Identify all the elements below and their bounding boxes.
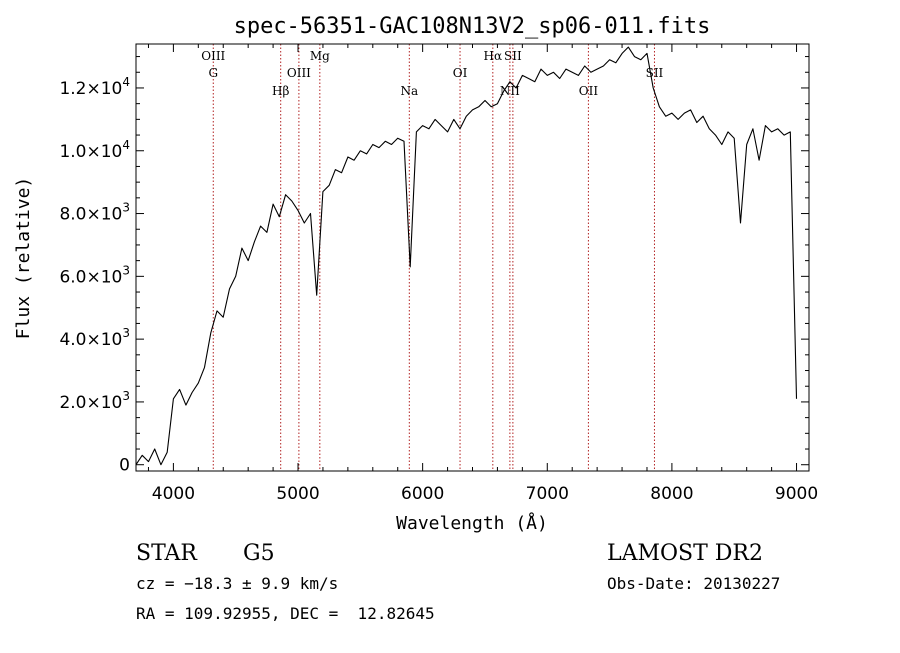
x-tick-label: 8000	[650, 484, 693, 504]
y-tick-mantissa: 6.0×10	[59, 267, 122, 287]
plot-frame	[135, 43, 810, 472]
y-tick-exponent: 3	[122, 326, 130, 340]
y-tick-mantissa: 1.0×10	[59, 142, 122, 162]
survey-name: LAMOST DR2	[607, 541, 763, 566]
x-tick-label: 9000	[775, 484, 818, 504]
x-axis-ticks: 4000 5000 6000 7000 8000 9000	[147, 44, 818, 504]
marker-label: OI	[453, 66, 468, 80]
y-axis-label: Flux (relative)	[13, 177, 34, 340]
y-tick-label: 6.0×103	[59, 263, 130, 287]
y-tick-exponent: 4	[122, 75, 130, 89]
y-tick-label: 1.2×104	[59, 75, 130, 99]
marker-label: OIII	[201, 49, 225, 63]
y-tick-exponent: 3	[122, 201, 130, 215]
y-tick-label: 8.0×103	[59, 201, 130, 225]
marker-label: Hβ	[272, 84, 289, 98]
y-tick-exponent: 4	[122, 138, 130, 152]
x-tick-label: 6000	[401, 484, 444, 504]
y-tick-mantissa: 1.2×10	[59, 79, 122, 99]
y-tick-label: 0	[119, 456, 130, 476]
obs-date: Obs-Date: 20130227	[607, 574, 780, 593]
marker-label: Na	[400, 84, 418, 98]
y-tick-mantissa: 0	[119, 456, 130, 476]
redshift-info: cz = −18.3 ± 9.9 km/s	[136, 574, 338, 593]
y-tick-mantissa: 2.0×10	[59, 393, 122, 413]
x-axis-label: Wavelength (Å)	[396, 512, 548, 534]
y-tick-exponent: 3	[122, 263, 130, 277]
coordinates: RA = 109.92955, DEC = 12.82645	[136, 604, 435, 623]
y-tick-exponent: 3	[122, 389, 130, 403]
object-class: STAR	[136, 541, 198, 566]
y-tick-mantissa: 8.0×10	[59, 205, 122, 225]
chart-title: spec-56351-GAC108N13V2_sp06-011.fits	[234, 14, 711, 39]
y-axis-ticks: 02.0×1034.0×1036.0×1038.0×1031.0×1041.2×…	[59, 56, 809, 476]
spectrum-line	[135, 46, 798, 466]
y-tick-label: 1.0×104	[59, 138, 130, 162]
x-tick-label: 5000	[276, 484, 319, 504]
object-subclass: G5	[243, 541, 275, 566]
x-tick-label: 4000	[152, 484, 195, 504]
y-tick-mantissa: 4.0×10	[59, 330, 122, 350]
marker-label: Hα	[484, 49, 503, 63]
marker-label: OIII	[287, 66, 311, 80]
y-tick-label: 2.0×103	[59, 389, 130, 413]
y-tick-label: 4.0×103	[59, 326, 130, 350]
x-tick-label: 7000	[526, 484, 569, 504]
marker-label: Mg	[310, 49, 330, 63]
marker-label: OII	[579, 84, 599, 98]
marker-label: G	[208, 66, 218, 80]
marker-label: SII	[504, 49, 522, 63]
marker-label: SII	[646, 66, 664, 80]
